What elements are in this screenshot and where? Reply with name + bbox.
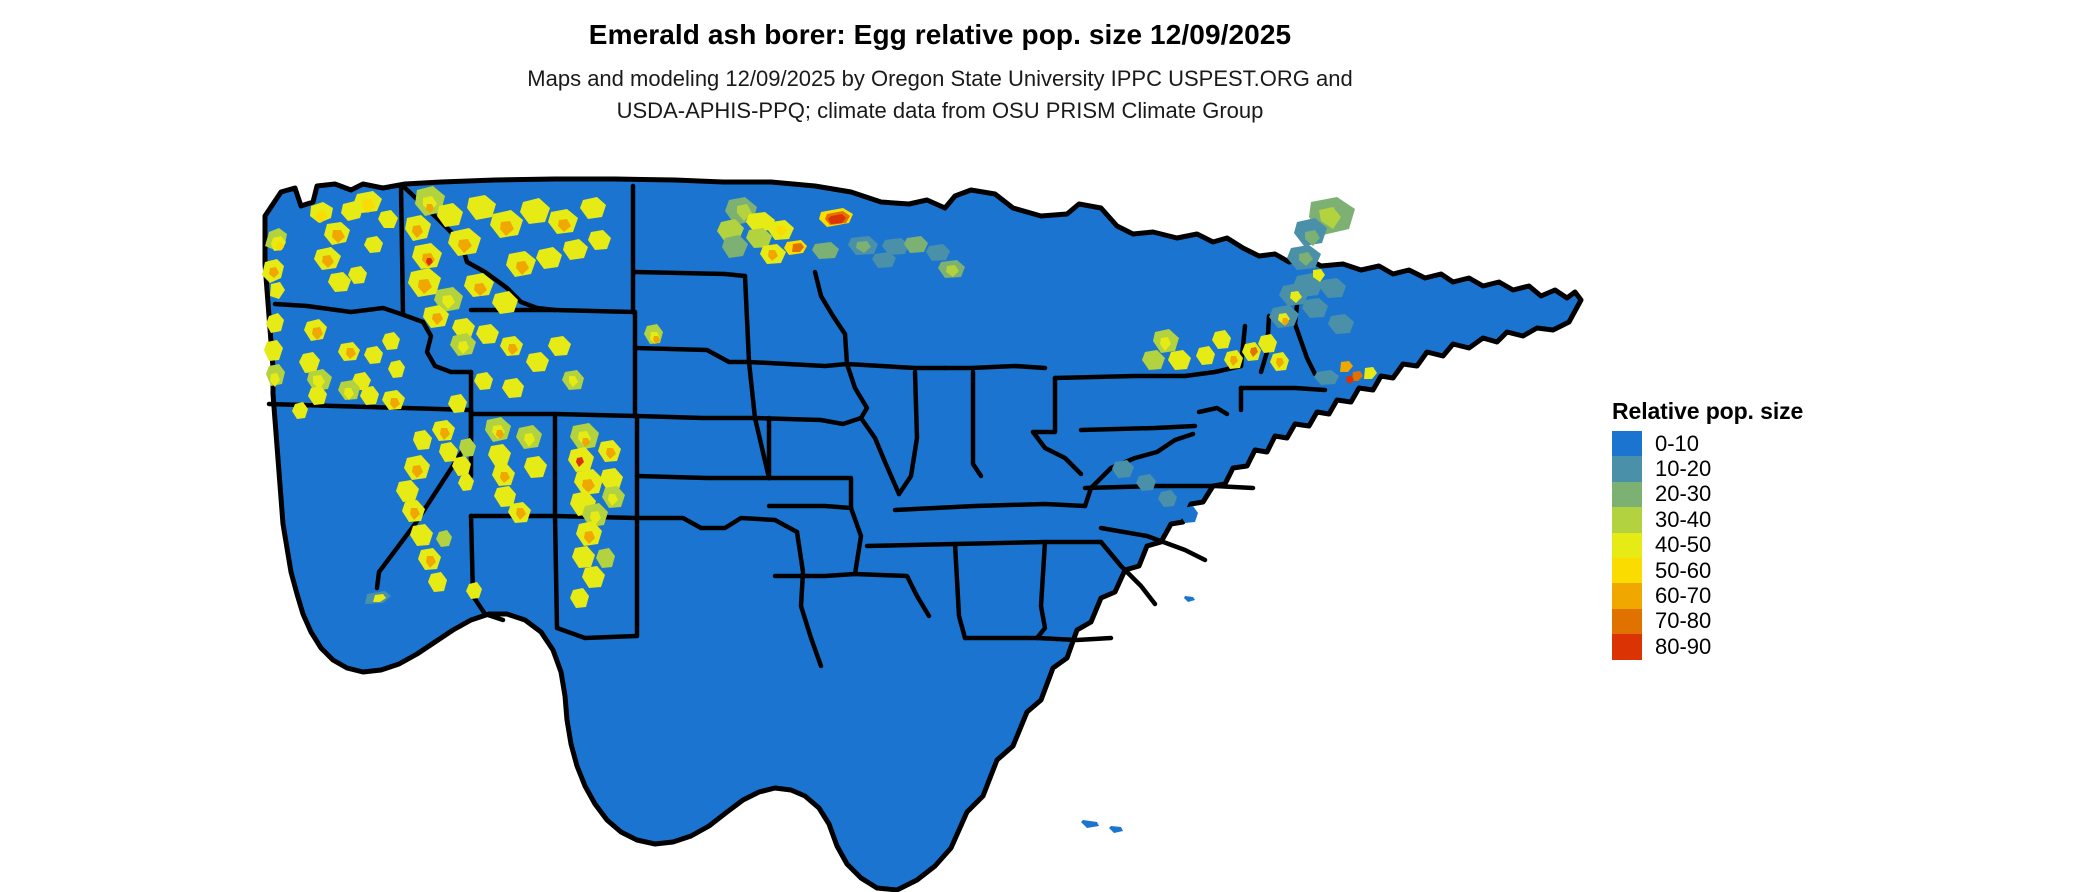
legend-swatch-50-60 bbox=[1612, 557, 1642, 584]
legend-item-40-50[interactable]: 40-50 bbox=[1612, 532, 1912, 558]
border-wa-or bbox=[272, 301, 404, 317]
border-ms-al bbox=[952, 541, 968, 641]
border-ar-la bbox=[772, 571, 858, 579]
border-va-wv bbox=[1082, 431, 1196, 509]
border-tn-al bbox=[864, 539, 1104, 549]
legend-label-50-60: 50-60 bbox=[1655, 557, 1712, 583]
border-il-in bbox=[896, 369, 920, 497]
map-legend: Relative pop. size 0-10 10-20 20-30 30-4… bbox=[1612, 398, 1912, 660]
border-ok-ar bbox=[766, 475, 854, 511]
legend-item-10-20[interactable]: 10-20 bbox=[1612, 456, 1912, 482]
cells-northeast bbox=[1142, 197, 1377, 385]
legend-item-30-40[interactable]: 30-40 bbox=[1612, 506, 1912, 533]
cells-washington bbox=[262, 191, 398, 299]
border-ma-ct bbox=[1238, 385, 1328, 393]
border-mn-wi bbox=[812, 269, 850, 367]
cells-appalachia bbox=[1112, 460, 1198, 523]
border-in-oh bbox=[970, 369, 984, 479]
legend-item-70-80[interactable]: 70-80 bbox=[1612, 608, 1912, 635]
border-pa-md bbox=[1078, 423, 1198, 433]
border-sc-nc bbox=[1098, 525, 1208, 563]
cells-southwest bbox=[292, 380, 482, 604]
border-nc-va bbox=[1082, 483, 1256, 491]
legend-title: Relative pop. size bbox=[1612, 398, 1804, 424]
border-ia-mo bbox=[752, 415, 864, 427]
cells-colorado bbox=[568, 423, 625, 527]
border-or-id bbox=[398, 311, 474, 375]
legend-item-20-30[interactable]: 20-30 bbox=[1612, 481, 1912, 508]
legend-label-40-50: 40-50 bbox=[1655, 532, 1712, 558]
cells-idaho-montana bbox=[405, 186, 611, 338]
map-svg bbox=[255, 176, 1585, 892]
border-mi-oh-in bbox=[942, 363, 1048, 371]
border-ga-fl bbox=[1034, 635, 1114, 643]
border-al-ga bbox=[1034, 539, 1048, 641]
state-borders bbox=[266, 183, 1328, 669]
cells-new-mexico bbox=[570, 521, 615, 608]
border-ga-sc bbox=[1098, 539, 1158, 607]
border-tx-la bbox=[794, 529, 824, 669]
cells-wyoming bbox=[450, 324, 663, 398]
border-az-nm bbox=[552, 513, 560, 631]
legend-rows: 0-10 10-20 20-30 30-40 40-50 50-60 bbox=[1612, 431, 1912, 660]
border-nd-sd bbox=[630, 269, 748, 279]
border-wi-il bbox=[844, 361, 948, 371]
cells-utah bbox=[485, 417, 547, 523]
border-mo-ar bbox=[766, 503, 854, 511]
legend-swatch-80-90 bbox=[1612, 634, 1642, 660]
border-ne-ks bbox=[634, 413, 758, 421]
border-la-ms bbox=[852, 571, 932, 619]
title-block: Emerald ash borer: Egg relative pop. siz… bbox=[0, 18, 1880, 127]
border-nm-tx bbox=[554, 515, 640, 641]
legend-label-10-20: 10-20 bbox=[1655, 456, 1712, 482]
legend-item-50-60[interactable]: 50-60 bbox=[1612, 557, 1912, 584]
page-title: Emerald ash borer: Egg relative pop. siz… bbox=[588, 19, 1292, 50]
border-mt-wy bbox=[468, 307, 636, 315]
legend-swatch-0-10 bbox=[1612, 431, 1642, 457]
border-nv-ca bbox=[374, 407, 474, 591]
cells-upper-midwest bbox=[717, 197, 965, 290]
cells-oregon bbox=[264, 313, 405, 391]
legend-label-80-90: 80-90 bbox=[1655, 633, 1712, 659]
border-ky-tn bbox=[892, 501, 1088, 513]
border-az-south bbox=[468, 513, 506, 623]
page-subtitle: Maps and modeling 12/09/2025 by Oregon S… bbox=[0, 63, 1880, 127]
border-plains-east bbox=[742, 273, 772, 481]
border-nh-me bbox=[1292, 283, 1318, 377]
border-wa-id bbox=[398, 183, 406, 317]
legend-item-60-70[interactable]: 60-70 bbox=[1612, 583, 1912, 609]
border-nj-ny bbox=[1196, 405, 1230, 417]
border-sd-ne bbox=[632, 345, 752, 365]
border-pa-oh bbox=[1030, 375, 1058, 435]
legend-item-80-90[interactable]: 80-90 bbox=[1612, 633, 1912, 660]
legend-label-20-30: 20-30 bbox=[1655, 481, 1712, 507]
cells-coastal-slivers bbox=[916, 596, 1195, 833]
legend-item-0-10[interactable]: 0-10 bbox=[1612, 430, 1912, 457]
legend-label-60-70: 60-70 bbox=[1655, 583, 1712, 609]
legend-swatch-70-80 bbox=[1612, 608, 1642, 635]
legend-label-0-10: 0-10 bbox=[1655, 430, 1700, 456]
border-ks-ok bbox=[634, 473, 772, 481]
border-mo-il bbox=[858, 415, 902, 497]
legend-swatch-10-20 bbox=[1612, 456, 1642, 482]
border-id-mt bbox=[400, 183, 558, 313]
border-ny-vt bbox=[1182, 323, 1248, 379]
raster-elevated-cells bbox=[262, 186, 1377, 833]
legend-swatch-40-50 bbox=[1612, 532, 1642, 558]
border-pa-ny bbox=[1052, 373, 1188, 381]
legend-label-70-80: 70-80 bbox=[1655, 608, 1712, 634]
legend-swatch-20-30 bbox=[1612, 481, 1642, 508]
subtitle-line-2: USDA-APHIS-PPQ; climate data from OSU PR… bbox=[616, 98, 1264, 123]
border-ia-il bbox=[844, 361, 870, 421]
border-ar-ms bbox=[848, 505, 864, 577]
legend-swatch-30-40 bbox=[1612, 507, 1642, 533]
subtitle-line-1: Maps and modeling 12/09/2025 by Oregon S… bbox=[527, 66, 1353, 91]
border-mn-ia bbox=[746, 359, 850, 369]
border-ok-tx bbox=[634, 515, 800, 535]
border-oh-wv bbox=[1030, 429, 1084, 477]
legend-label-30-40: 30-40 bbox=[1655, 506, 1712, 532]
legend-swatch-60-70 bbox=[1612, 583, 1642, 609]
us-choropleth-map bbox=[255, 176, 1585, 892]
